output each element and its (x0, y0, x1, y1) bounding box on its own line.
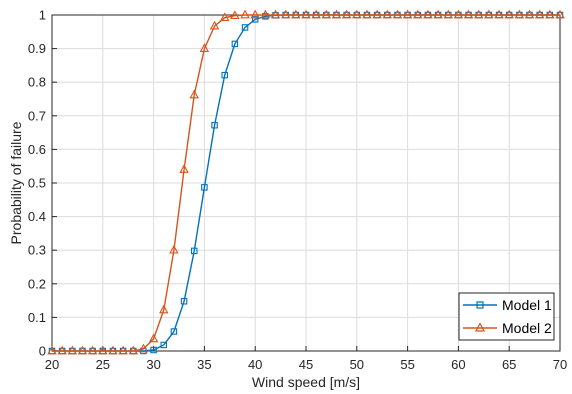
y-axis-label: Probability of failure (8, 121, 24, 244)
x-tick-label: 45 (299, 357, 313, 372)
data-point-model-2 (372, 9, 382, 19)
legend-marker-model-2 (475, 322, 485, 332)
data-point-model-2 (331, 9, 342, 19)
data-point-model-1 (170, 328, 178, 335)
data-point-model-2 (545, 9, 555, 19)
legend-box (458, 292, 555, 341)
data-point-model-2 (484, 9, 494, 19)
x-tick-label: 30 (146, 357, 160, 372)
y-tick-label: 0.9 (28, 41, 46, 56)
x-tick-label: 25 (96, 357, 110, 372)
data-point-model-2 (341, 9, 352, 19)
data-point-model-2 (555, 9, 565, 19)
legend: Model 1 Model 2 (458, 292, 555, 341)
data-point-model-2 (47, 345, 57, 355)
y-tick-label: 0.7 (28, 108, 46, 123)
y-tick-label: 1 (39, 8, 46, 23)
x-tick-label: 40 (248, 357, 262, 372)
data-point-model-2 (169, 244, 179, 254)
data-point-model-2 (189, 89, 199, 99)
data-point-model-2 (87, 345, 98, 355)
data-point-model-2 (443, 9, 453, 19)
y-tick-label: 0.6 (28, 142, 46, 157)
data-point-model-1 (160, 341, 168, 349)
y-tick-label: 0.8 (28, 75, 46, 90)
data-point-model-2 (311, 9, 321, 19)
data-point-model-2 (382, 9, 393, 19)
data-point-model-2 (352, 9, 362, 19)
data-point-model-2 (219, 12, 230, 22)
data-point-model-1 (201, 184, 208, 191)
x-axis-label: Wind speed [m/s] (252, 374, 360, 390)
data-point-model-2 (514, 9, 525, 19)
data-point-model-2 (504, 9, 514, 19)
data-point-model-2 (199, 43, 210, 52)
data-point-model-2 (362, 9, 372, 19)
data-point-model-2 (240, 9, 250, 19)
data-point-model-1 (221, 71, 228, 79)
data-point-model-1 (150, 346, 157, 354)
series-line-model-2 (52, 14, 560, 352)
data-point-model-2 (392, 9, 403, 19)
x-tick-label: 70 (553, 357, 567, 372)
data-point-model-1 (190, 247, 198, 255)
data-point-model-2 (179, 164, 189, 173)
data-point-model-2 (260, 9, 271, 19)
data-point-model-2 (57, 345, 67, 355)
data-point-model-2 (118, 345, 128, 355)
data-point-model-2 (270, 9, 281, 19)
data-point-model-2 (321, 9, 332, 19)
data-point-model-1 (241, 24, 249, 31)
x-tick-label: 65 (502, 357, 516, 372)
series-group (47, 9, 565, 355)
data-point-model-2 (77, 345, 88, 355)
data-point-model-2 (67, 345, 78, 355)
data-point-model-2 (433, 9, 443, 19)
data-point-model-2 (534, 9, 545, 19)
legend-label-model-1: Model 1 (502, 297, 552, 313)
data-point-model-2 (250, 9, 260, 19)
y-tick-labels: 0 0.1 0.2 0.3 0.4 0.5 0.6 0.7 0.8 0.9 1 (28, 8, 46, 359)
x-tick-label: 35 (197, 357, 211, 372)
y-tick-label: 0.2 (28, 276, 46, 291)
data-point-model-2 (463, 9, 474, 19)
data-point-model-2 (494, 9, 504, 19)
x-tick-label: 50 (350, 357, 364, 372)
x-tick-label: 60 (451, 357, 465, 372)
x-tick-label: 55 (400, 357, 414, 372)
data-point-model-2 (138, 343, 149, 353)
data-point-model-2 (230, 10, 240, 20)
data-point-model-2 (159, 304, 169, 314)
data-point-model-2 (453, 9, 464, 19)
data-point-model-1 (211, 121, 218, 129)
legend-marker-model-1 (476, 301, 484, 309)
data-point-model-1 (180, 298, 188, 305)
data-point-model-2 (413, 9, 423, 19)
x-tick-label: 20 (45, 357, 59, 372)
y-tick-label: 0.4 (28, 209, 46, 224)
x-tick-labels: 20 25 30 35 40 45 50 55 60 65 70 (45, 357, 567, 372)
data-point-model-1 (251, 16, 259, 23)
data-point-model-2 (473, 9, 484, 19)
series-model-2 (47, 9, 565, 355)
legend-label-model-2: Model 2 (502, 320, 552, 336)
data-point-model-2 (148, 333, 159, 343)
y-tick-label: 0.1 (28, 310, 46, 325)
data-point-model-2 (280, 9, 291, 19)
data-point-model-2 (301, 9, 311, 19)
data-point-model-2 (402, 9, 413, 19)
y-tick-label: 0.3 (28, 243, 46, 258)
data-point-model-2 (291, 9, 301, 19)
y-tick-label: 0.5 (28, 176, 46, 191)
data-point-model-2 (98, 345, 108, 355)
data-point-model-1 (231, 40, 239, 48)
data-point-model-2 (423, 9, 433, 19)
data-point-model-2 (128, 345, 139, 355)
data-point-model-2 (524, 9, 535, 19)
data-point-model-2 (209, 20, 220, 30)
data-point-model-2 (108, 345, 118, 355)
y-tick-label: 0 (39, 344, 46, 359)
